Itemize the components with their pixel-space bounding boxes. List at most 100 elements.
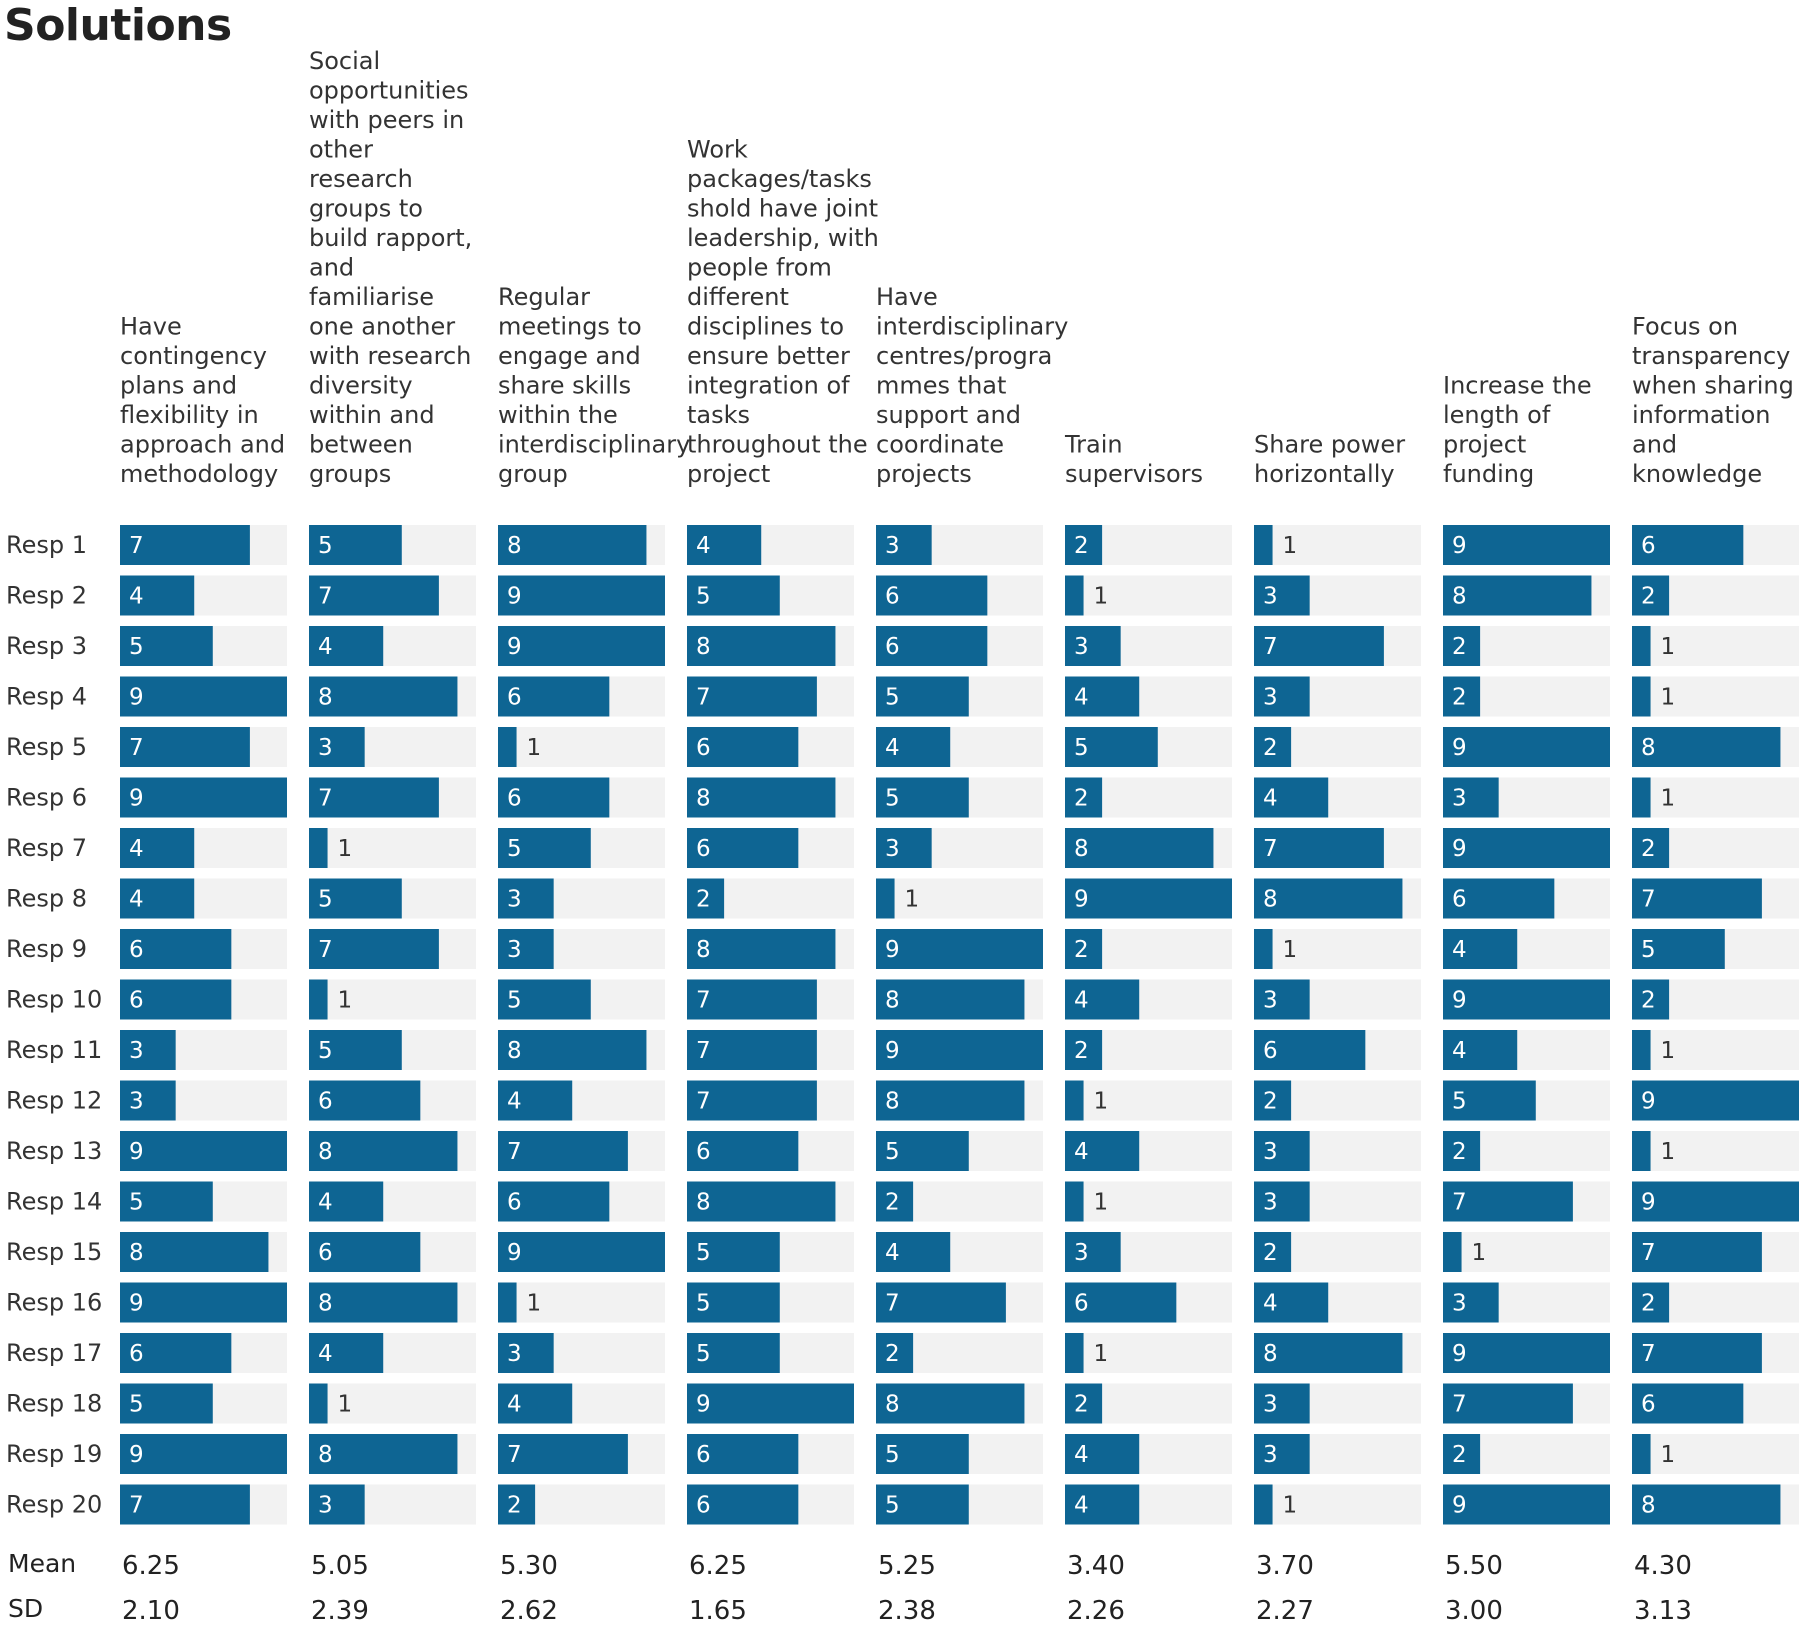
sd-value-c4: 1.65: [689, 1596, 747, 1626]
value-label-r12-c9: 9: [1641, 1089, 1656, 1115]
value-label-r3-c4: 8: [696, 634, 711, 660]
bar-r8-c8: [1443, 878, 1555, 919]
row-label-5: Resp 5: [6, 733, 87, 761]
value-label-r17-c7: 8: [1263, 1341, 1278, 1367]
bar-r7-c7: [1254, 828, 1384, 868]
value-label-r8-c8: 6: [1452, 887, 1467, 913]
bar-r20-c9: [1632, 1484, 1781, 1525]
value-label-r8-c2: 5: [318, 887, 333, 913]
value-label-r6-c4: 8: [696, 786, 711, 812]
bar-r2-c3: [498, 575, 665, 616]
value-label-r11-c9: 1: [1661, 1038, 1676, 1064]
value-label-r6-c8: 3: [1452, 786, 1467, 812]
value-label-r1-c7: 1: [1283, 533, 1298, 559]
value-label-r18-c3: 4: [507, 1392, 522, 1418]
value-label-r6-c6: 2: [1074, 786, 1089, 812]
bar-r10-c4: [687, 979, 817, 1020]
value-label-r20-c5: 5: [885, 1493, 900, 1519]
bar-r3-c2: [309, 626, 384, 666]
bar-r19-c5: [876, 1434, 969, 1474]
bar-r19-c2: [309, 1434, 458, 1474]
bar-r16-c5: [876, 1282, 1006, 1323]
cell-track: [1632, 676, 1799, 717]
value-label-r12-c7: 2: [1263, 1089, 1278, 1115]
row-label-6: Resp 6: [6, 784, 87, 812]
bar-r17-c6: [1065, 1333, 1084, 1373]
bar-r4-c3: [498, 676, 610, 717]
column-header-5: Have interdisciplinary centres/progra mmes …: [876, 283, 1068, 488]
value-label-r13-c3: 7: [507, 1139, 522, 1165]
bar-r11-c6: [1065, 1030, 1103, 1070]
summary-label-sd: SD: [8, 1594, 43, 1623]
bar-r8-c4: [687, 878, 725, 919]
bar-r16-c6: [1065, 1282, 1177, 1323]
bar-r5-c9: [1632, 727, 1781, 767]
bar-r17-c9: [1632, 1333, 1762, 1373]
bar-r10-c1: [120, 979, 232, 1020]
cell-track: [1632, 1434, 1799, 1474]
bar-r5-c7: [1254, 727, 1292, 767]
bar-r7-c3: [498, 828, 591, 868]
bar-r11-c4: [687, 1030, 817, 1070]
bar-r9-c4: [687, 929, 836, 969]
value-label-r8-c3: 3: [507, 887, 522, 913]
bar-r18-c6: [1065, 1383, 1103, 1424]
cell-track: [1065, 1080, 1232, 1121]
bar-r6-c7: [1254, 777, 1329, 818]
bar-r4-c2: [309, 676, 458, 717]
bar-r15-c9: [1632, 1232, 1762, 1272]
value-label-r19-c3: 7: [507, 1442, 522, 1468]
bar-r11-c3: [498, 1030, 647, 1070]
value-label-r5-c4: 6: [696, 735, 711, 761]
sd-value-c3: 2.62: [500, 1596, 558, 1626]
bar-r11-c9: [1632, 1030, 1651, 1070]
bar-r12-c8: [1443, 1080, 1536, 1121]
bar-r15-c8: [1443, 1232, 1462, 1272]
value-label-r11-c3: 8: [507, 1038, 522, 1064]
cell-track: [1254, 525, 1421, 565]
row-label-8: Resp 8: [6, 885, 87, 913]
bar-r1-c6: [1065, 525, 1103, 565]
value-label-r15-c5: 4: [885, 1240, 900, 1266]
bar-r16-c9: [1632, 1282, 1670, 1323]
bar-r17-c3: [498, 1333, 554, 1373]
bar-r14-c1: [120, 1181, 213, 1222]
value-label-r12-c8: 5: [1452, 1089, 1467, 1115]
value-label-r1-c2: 5: [318, 533, 333, 559]
bar-r6-c1: [120, 777, 287, 818]
bar-r6-c2: [309, 777, 439, 818]
sd-value-c2: 2.39: [311, 1596, 369, 1626]
value-label-r8-c5: 1: [905, 887, 920, 913]
bar-r12-c3: [498, 1080, 573, 1121]
cell-track: [1254, 1484, 1421, 1525]
value-label-r12-c3: 4: [507, 1089, 522, 1115]
value-label-r5-c9: 8: [1641, 735, 1656, 761]
bar-r18-c1: [120, 1383, 213, 1424]
value-label-r12-c2: 6: [318, 1089, 333, 1115]
bar-r13-c6: [1065, 1131, 1140, 1171]
bar-r11-c8: [1443, 1030, 1518, 1070]
bar-r1-c9: [1632, 525, 1744, 565]
bar-r3-c8: [1443, 626, 1481, 666]
value-label-r10-c6: 4: [1074, 988, 1089, 1014]
bar-r8-c9: [1632, 878, 1762, 919]
value-label-r17-c6: 1: [1094, 1341, 1109, 1367]
value-label-r19-c1: 9: [129, 1442, 144, 1468]
row-label-3: Resp 3: [6, 632, 87, 660]
value-label-r3-c5: 6: [885, 634, 900, 660]
value-label-r14-c5: 2: [885, 1190, 900, 1216]
value-label-r7-c9: 2: [1641, 836, 1656, 862]
value-label-r16-c4: 5: [696, 1291, 711, 1317]
value-label-r16-c2: 8: [318, 1291, 333, 1317]
column-header-9: Focus on transparency when sharing informat…: [1632, 313, 1794, 489]
value-label-r17-c3: 3: [507, 1341, 522, 1367]
value-label-r2-c9: 2: [1641, 584, 1656, 610]
value-label-r10-c1: 6: [129, 988, 144, 1014]
bar-r17-c2: [309, 1333, 384, 1373]
value-label-r8-c6: 9: [1074, 887, 1089, 913]
value-label-r17-c2: 4: [318, 1341, 333, 1367]
value-label-r8-c9: 7: [1641, 887, 1656, 913]
bar-r10-c8: [1443, 979, 1610, 1020]
value-label-r9-c5: 9: [885, 937, 900, 963]
